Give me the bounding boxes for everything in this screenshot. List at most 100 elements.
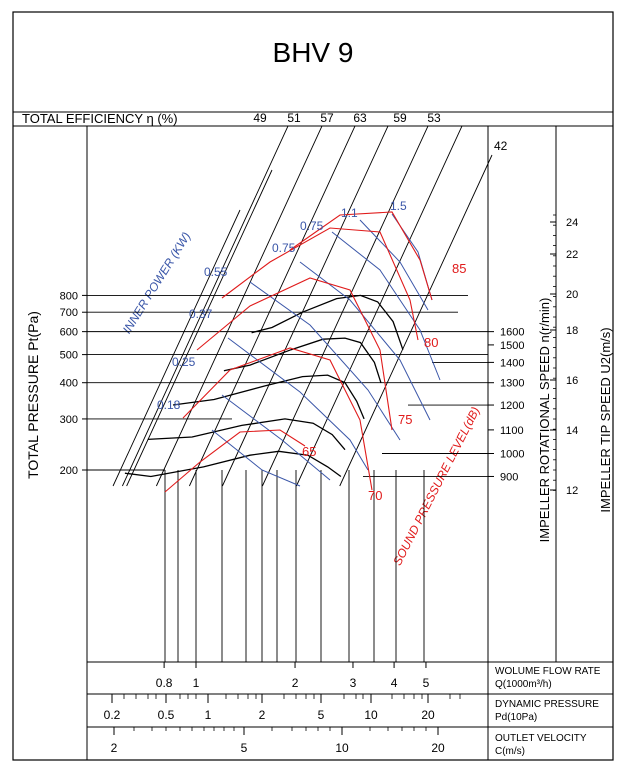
tip-speed-tick-label: 22 bbox=[566, 249, 578, 261]
outlet-velocity-tick-label: 5 bbox=[241, 741, 248, 755]
inner-power-line bbox=[227, 337, 369, 471]
inner-power-value: 0.75 bbox=[272, 241, 296, 255]
inner-power-line bbox=[359, 219, 429, 311]
speed-tick-label: 1000 bbox=[500, 448, 524, 460]
efficiency-value: 57 bbox=[320, 111, 334, 125]
sound-pressure-curve bbox=[164, 429, 306, 493]
tip-speed-tick-label: 18 bbox=[566, 325, 578, 337]
inner-power-line bbox=[391, 213, 433, 301]
dynamic-pressure-label-line1: DYNAMIC PRESSURE bbox=[495, 699, 599, 710]
inner-power-line bbox=[299, 261, 431, 421]
y-tick-label: 400 bbox=[60, 378, 78, 390]
sound-pressure-curve bbox=[289, 211, 433, 301]
efficiency-value: 53 bbox=[427, 111, 441, 125]
y-tick-label: 500 bbox=[60, 350, 78, 362]
efficiency-value: 42 bbox=[494, 139, 508, 153]
speed-tick-label: 1400 bbox=[500, 357, 524, 369]
efficiency-ray bbox=[155, 125, 323, 487]
efficiency-ray bbox=[339, 154, 493, 487]
speed-tick-label: 900 bbox=[500, 471, 518, 483]
tip-speed-tick-label: 16 bbox=[566, 375, 578, 387]
sound-pressure-curve bbox=[182, 347, 373, 491]
tip-speed-tick-label: 20 bbox=[566, 289, 578, 301]
sound-pressure-curve bbox=[196, 277, 393, 431]
inner-power-line bbox=[211, 429, 301, 487]
efficiency-ray bbox=[121, 125, 289, 487]
efficiency-ray bbox=[126, 169, 273, 487]
dynamic-pressure-tick-label: 0.5 bbox=[158, 708, 175, 722]
efficiency-label: TOTAL EFFICIENCY η (%) bbox=[22, 111, 178, 126]
speed-tick-label: 1600 bbox=[500, 327, 524, 339]
tip-speed-tick-label: 12 bbox=[566, 485, 578, 497]
inner-power-label: INNER POWER (KW) bbox=[120, 230, 194, 336]
efficiency-ray bbox=[261, 125, 429, 487]
dynamic-pressure-tick-label: 10 bbox=[364, 708, 378, 722]
efficiency-value: 59 bbox=[393, 111, 407, 125]
y-tick-label: 700 bbox=[60, 307, 78, 319]
x-tick-label: 1 bbox=[193, 676, 200, 690]
x-tick-label: 2 bbox=[292, 676, 299, 690]
dynamic-pressure-tick-label: 20 bbox=[421, 708, 435, 722]
sound-pressure-value: 70 bbox=[368, 488, 382, 503]
y-tick-label: 200 bbox=[60, 465, 78, 477]
inner-power-value: 1.5 bbox=[390, 199, 407, 213]
x-tick-label: 0.8 bbox=[156, 676, 173, 690]
inner-power-value: 0.75 bbox=[300, 219, 324, 233]
dynamic-pressure-tick-label: 0.2 bbox=[104, 708, 121, 722]
y-axis-label: TOTAL PRESSURE Pt(Pa) bbox=[25, 311, 41, 479]
efficiency-ray bbox=[295, 125, 463, 487]
chart-title: BHV 9 bbox=[273, 37, 354, 68]
performance-curve bbox=[147, 418, 346, 451]
dynamic-pressure-tick-label: 2 bbox=[259, 708, 266, 722]
chart-grid-layer: 8007006005004003002001600150014001300120… bbox=[60, 111, 579, 755]
tip-speed-tick-label: 14 bbox=[566, 425, 578, 437]
flow-rate-label-line2: Q(1000m³/h) bbox=[495, 679, 552, 690]
efficiency-ray bbox=[112, 209, 241, 487]
performance-curve bbox=[124, 450, 342, 478]
efficiency-ray bbox=[188, 125, 356, 487]
y-tick-label: 800 bbox=[60, 290, 78, 302]
efficiency-ray bbox=[221, 125, 389, 487]
speed-tick-label: 1100 bbox=[500, 425, 524, 437]
flow-rate-label-line1: WOLUME FLOW RATE bbox=[495, 666, 601, 677]
efficiency-value: 51 bbox=[287, 111, 301, 125]
tip-speed-tick-label: 24 bbox=[566, 217, 578, 229]
efficiency-value: 63 bbox=[353, 111, 367, 125]
sound-pressure-value: 85 bbox=[452, 261, 466, 276]
speed-tick-label: 1300 bbox=[500, 378, 524, 390]
y-tick-label: 600 bbox=[60, 327, 78, 339]
x-tick-label: 3 bbox=[350, 676, 357, 690]
inner-power-line bbox=[331, 231, 441, 381]
outer-frame bbox=[12, 11, 614, 761]
dynamic-pressure-label-line2: Pd(10Pa) bbox=[495, 712, 537, 723]
x-tick-label: 5 bbox=[423, 676, 430, 690]
speed-tick-label: 1200 bbox=[500, 400, 524, 412]
dynamic-pressure-tick-label: 1 bbox=[205, 708, 212, 722]
sound-pressure-label: SOUND PRESSURE LEVEL(dB) bbox=[390, 405, 482, 568]
performance-curve bbox=[172, 374, 365, 420]
inner-power-value: 0.37 bbox=[189, 307, 213, 321]
speed-axis-label: IMPELLER ROTATIONAL SPEED n(r/min) bbox=[537, 298, 552, 543]
outlet-velocity-label-line2: C(m/s) bbox=[495, 746, 525, 757]
y-tick-label: 300 bbox=[60, 414, 78, 426]
inner-power-value: 0.25 bbox=[172, 355, 196, 369]
tip-speed-axis-label: IMPELLER TIP SPEED U2(m/s) bbox=[598, 327, 613, 512]
outlet-velocity-label-line1: OUTLET VELOCITY bbox=[495, 733, 587, 744]
chart-labels-layer: 0.18 0.25 0.37 0.55 0.75 0.75 1.1 1.5 65 70 75 80 85 bbox=[157, 199, 466, 503]
inner-power-value: 0.55 bbox=[204, 265, 228, 279]
sound-pressure-curve bbox=[221, 227, 419, 341]
inner-power-line bbox=[249, 281, 401, 441]
dynamic-pressure-tick-label: 5 bbox=[318, 708, 325, 722]
efficiency-value: 49 bbox=[253, 111, 267, 125]
sound-pressure-value: 75 bbox=[398, 412, 412, 427]
sound-pressure-value: 80 bbox=[424, 335, 438, 350]
x-tick-label: 4 bbox=[391, 676, 398, 690]
speed-tick-label: 1500 bbox=[500, 340, 524, 352]
outlet-velocity-tick-label: 20 bbox=[431, 741, 445, 755]
inner-power-value: 0.18 bbox=[157, 398, 181, 412]
sound-pressure-value: 65 bbox=[302, 444, 316, 459]
outlet-velocity-tick-label: 10 bbox=[335, 741, 349, 755]
inner-power-value: 1.1 bbox=[341, 206, 358, 220]
outlet-velocity-tick-label: 2 bbox=[111, 741, 118, 755]
